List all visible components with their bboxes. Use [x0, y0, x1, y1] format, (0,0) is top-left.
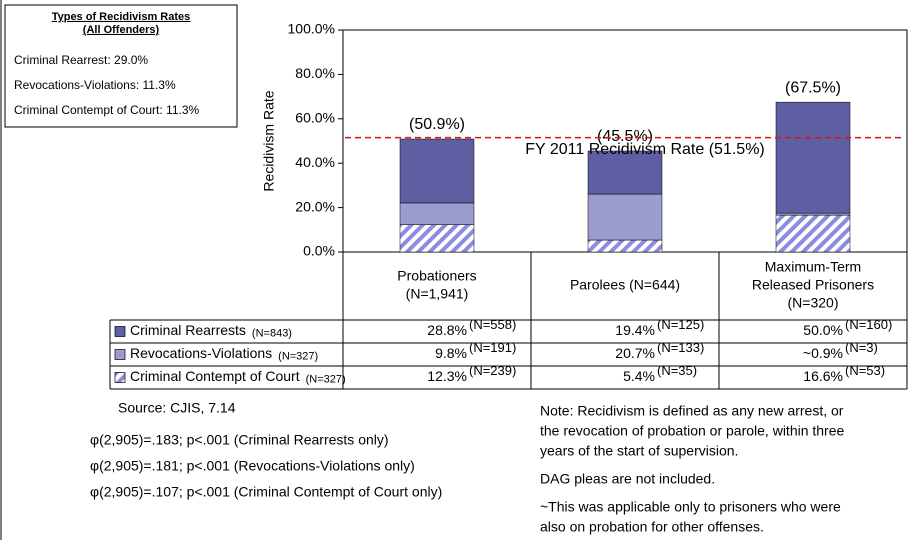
bar-segment: [399, 202, 475, 225]
y-tick-label: 60.0%: [295, 110, 335, 126]
bar-segment: [399, 138, 475, 204]
inset-line: Criminal Contempt of Court: 11.3%: [14, 103, 200, 117]
value-label: 9.8%: [435, 345, 467, 361]
n-value-label: (N=53): [845, 363, 885, 378]
value-label: 19.4%: [615, 322, 655, 338]
note-line: the revocation of probation or parole, w…: [540, 423, 845, 439]
stat-line: φ(2,905)=.181; p<.001 (Revocations-Viola…: [90, 458, 415, 474]
note-line: years of the start of supervision.: [540, 443, 738, 459]
value-label: 20.7%: [615, 345, 655, 361]
value-label: 16.6%: [803, 368, 843, 384]
inset-box: [4, 4, 238, 128]
y-tick-label: 100.0%: [288, 21, 335, 37]
legend-label: Revocations-Violations: [130, 345, 272, 361]
total-label: (50.9%): [409, 116, 465, 133]
bar-segment: [587, 150, 663, 195]
total-label: (45.5%): [597, 128, 653, 145]
y-axis-label: Recidivism Rate: [261, 90, 277, 191]
total-label: (67.5%): [785, 79, 841, 96]
value-label: ~0.9%: [803, 345, 843, 361]
inset-line: Revocations-Violations: 11.3%: [14, 78, 176, 92]
note-line: also on probation for other offenses.: [540, 519, 764, 535]
inset-title: Types of Recidivism Rates: [52, 11, 191, 23]
stat-line: φ(2,905)=.183; p<.001 (Criminal Rearrest…: [90, 432, 389, 448]
bar-segment: [775, 214, 851, 253]
note-line: ~This was applicable only to prisoners w…: [540, 499, 841, 515]
legend-label: Criminal Rearrests: [130, 322, 246, 338]
legend-label: Criminal Contempt of Court: [130, 368, 300, 384]
legend-n-label: (N=327): [278, 350, 318, 362]
bar-segment: [775, 212, 851, 216]
n-value-label: (N=160): [845, 317, 892, 332]
y-tick-label: 0.0%: [303, 243, 335, 259]
bar-segment: [775, 101, 851, 214]
bar-segment: [399, 224, 475, 253]
note-line: Note: Recidivism is defined as any new a…: [540, 403, 844, 419]
note-line: DAG pleas are not included.: [540, 471, 715, 487]
bar-segment: [587, 239, 663, 253]
value-label: 50.0%: [803, 322, 843, 338]
n-value-label: (N=35): [657, 363, 697, 378]
category-label: Released Prisoners: [752, 277, 874, 293]
value-label: 12.3%: [427, 368, 467, 384]
legend-swatch: [114, 326, 126, 337]
value-label: 5.4%: [623, 368, 655, 384]
category-label: (N=1,941): [406, 286, 469, 302]
legend-n-label: (N=843): [252, 327, 292, 339]
inset-title: (All Offenders): [83, 24, 160, 36]
source: Source: CJIS, 7.14: [118, 400, 236, 416]
category-label: Parolees (N=644): [570, 277, 680, 293]
inset-line: Criminal Rearrest: 29.0%: [14, 53, 148, 67]
n-value-label: (N=558): [469, 317, 516, 332]
n-value-label: (N=239): [469, 363, 516, 378]
n-value-label: (N=133): [657, 340, 704, 355]
n-value-label: (N=191): [469, 340, 516, 355]
category-label: Maximum-Term: [765, 259, 861, 275]
category-label: (N=320): [788, 295, 839, 311]
stat-line: φ(2,905)=.107; p<.001 (Criminal Contempt…: [90, 484, 442, 500]
y-tick-label: 80.0%: [295, 65, 335, 81]
y-tick-label: 20.0%: [295, 198, 335, 214]
value-label: 28.8%: [427, 322, 467, 338]
n-value-label: (N=125): [657, 317, 704, 332]
reference-label: FY 2011 Recidivism Rate (51.5%): [525, 141, 765, 158]
bar-segment: [587, 193, 663, 241]
y-tick-label: 40.0%: [295, 154, 335, 170]
legend-swatch: [114, 349, 126, 360]
legend-swatch: [114, 372, 126, 383]
category-label: Probationers: [397, 268, 476, 284]
legend-n-label: (N=327): [306, 373, 346, 385]
n-value-label: (N=3): [845, 340, 878, 355]
